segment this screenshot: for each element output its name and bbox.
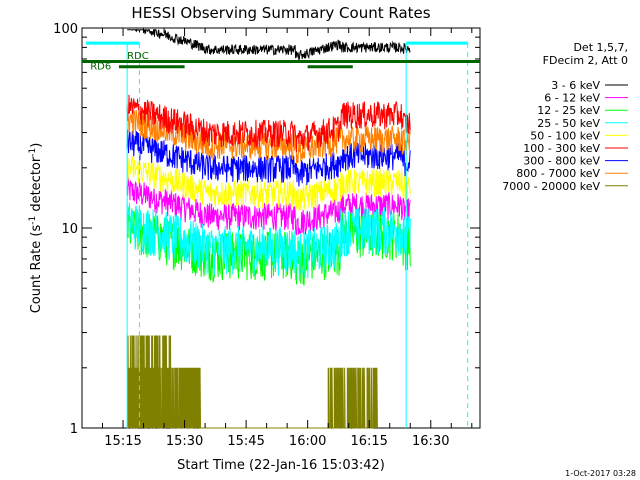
annotation-label: RDC <box>127 51 149 62</box>
legend-entry: 100 - 300 keV <box>523 142 600 155</box>
legend-entry: 3 - 6 keV <box>551 79 600 92</box>
y-axis-label-sup1: -1 <box>28 216 38 225</box>
annotation-label: RD6 <box>90 62 111 73</box>
legend-entry: 6 - 12 keV <box>544 92 600 105</box>
y-axis-label-sup2: -1 <box>28 148 38 157</box>
x-tick-label: 16:00 <box>289 434 326 449</box>
y-axis: 1 10 100 <box>53 22 480 437</box>
legend-entry: 300 - 800 keV <box>523 155 600 168</box>
legend-entry: 7000 - 20000 keV <box>502 180 600 193</box>
series-line <box>126 94 411 153</box>
legend-entry: 12 - 25 keV <box>537 104 600 117</box>
y-axis-label-mid: detector <box>29 156 44 216</box>
series-line <box>126 202 411 282</box>
legend-header: FDecim 2, Att 0 <box>543 54 628 67</box>
y-tick-label: 1 <box>70 422 78 437</box>
x-tick-label: 15:15 <box>104 434 141 449</box>
x-axis: 15:15 15:30 15:45 16:00 16:15 16:30 <box>102 28 473 449</box>
y-axis-label-end: ) <box>29 143 44 148</box>
chart-title: HESSI Observing Summary Count Rates <box>131 4 430 22</box>
series-line <box>126 129 411 187</box>
y-axis-label-main: Count Rate (s <box>29 225 44 314</box>
x-tick-label: 16:30 <box>412 434 449 449</box>
series-line <box>126 154 411 211</box>
y-tick-label: 100 <box>53 22 78 37</box>
x-tick-label: 16:15 <box>350 434 387 449</box>
y-tick-label: 10 <box>61 222 78 237</box>
legend-entry: 25 - 50 keV <box>537 117 600 130</box>
series-line <box>127 28 411 61</box>
x-tick-label: 15:45 <box>227 434 264 449</box>
plot-area: RD6 RDC <box>81 27 481 429</box>
footer-timestamp: 1-Oct-2017 03:28 <box>565 469 636 478</box>
legend-entry: 50 - 100 keV <box>530 129 600 142</box>
x-axis-label: Start Time (22-Jan-16 15:03:42) <box>177 458 385 473</box>
series-line <box>126 108 411 165</box>
x-tick-label: 15:30 <box>166 434 203 449</box>
legend-entry: 800 - 7000 keV <box>516 167 600 180</box>
series-line <box>127 335 378 429</box>
legend-header: Det 1,5,7, <box>573 41 628 54</box>
series-line <box>126 177 411 236</box>
y-axis-label: Count Rate (s-1 detector-1) <box>28 143 44 314</box>
